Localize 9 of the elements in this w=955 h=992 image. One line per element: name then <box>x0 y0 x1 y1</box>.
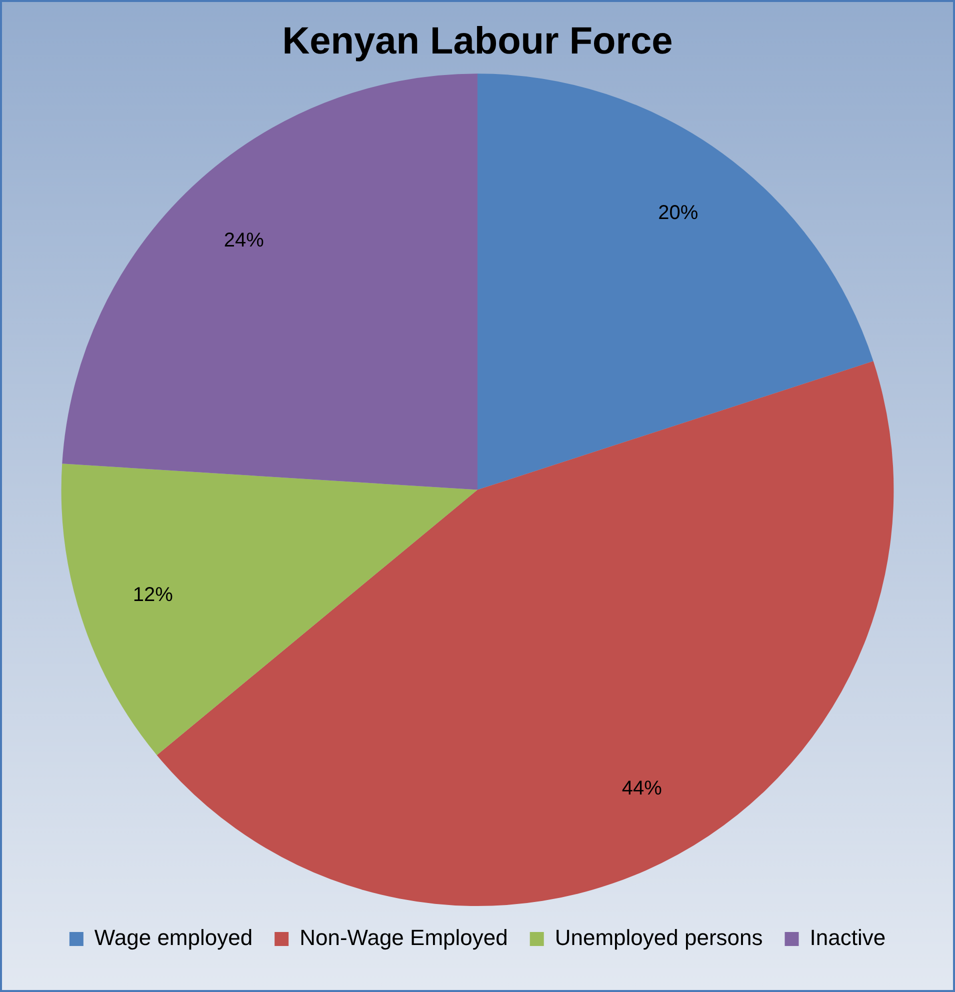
legend-label: Non-Wage Employed <box>300 925 508 950</box>
data-label: 20% <box>658 202 698 224</box>
data-label: 44% <box>622 777 662 800</box>
data-label: 24% <box>224 230 264 252</box>
chart-title: Kenyan Labour Force <box>282 20 673 62</box>
data-label: 12% <box>132 584 174 606</box>
legend-label: Wage employed <box>94 925 253 950</box>
legend-label: Inactive <box>810 925 886 950</box>
legend-label: Unemployed persons <box>554 925 763 950</box>
